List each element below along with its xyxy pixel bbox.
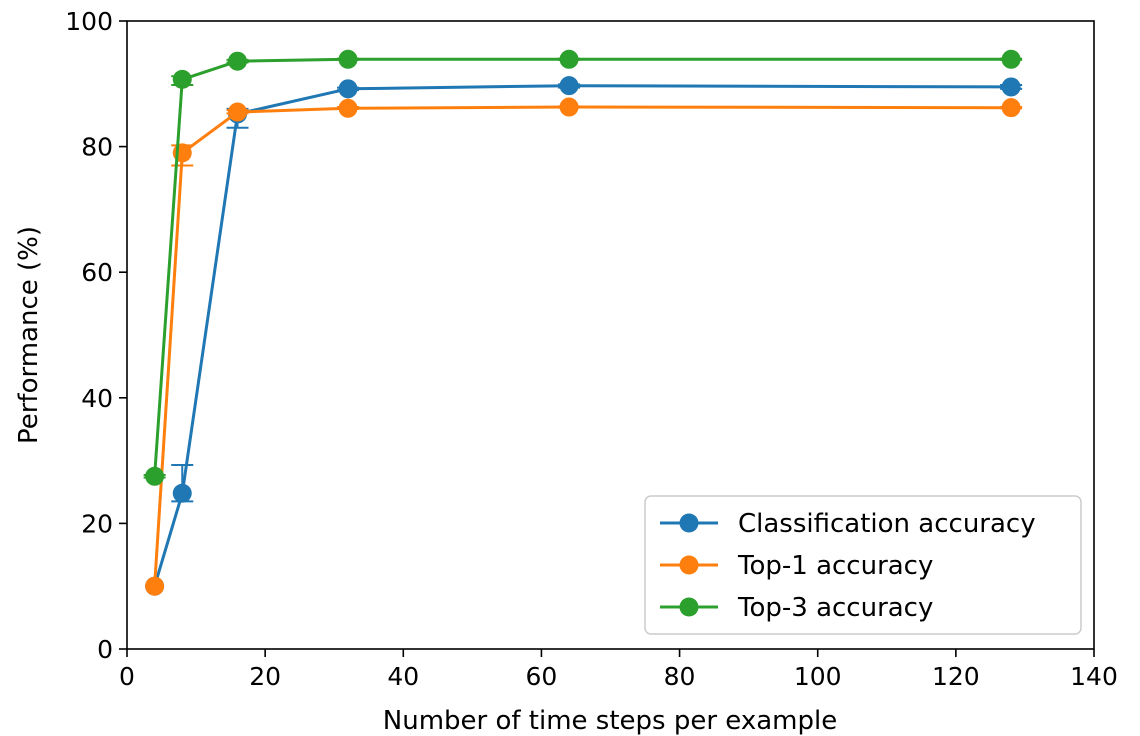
legend-swatch-marker xyxy=(679,597,699,617)
legend-swatch-marker xyxy=(679,513,699,533)
x-tick-label: 80 xyxy=(664,662,696,691)
data-point xyxy=(338,49,358,69)
y-axis-title: Performance (%) xyxy=(14,226,44,444)
x-tick-label: 100 xyxy=(794,662,842,691)
series-line xyxy=(153,84,1012,587)
legend: Classification accuracy Top-1 accuracy Top… xyxy=(644,495,1082,635)
legend-label: Classification accuracy xyxy=(738,509,1036,539)
data-point xyxy=(172,69,192,89)
x-tick-label: 60 xyxy=(526,662,558,691)
data-point xyxy=(559,76,579,96)
y-tick-label: 60 xyxy=(81,258,113,287)
data-point xyxy=(228,102,248,122)
data-point xyxy=(228,51,248,71)
series-line xyxy=(153,105,1012,587)
y-tick-label: 0 xyxy=(97,635,113,664)
series-3 xyxy=(143,49,1023,486)
x-axis-title: Number of time steps per example xyxy=(383,706,837,736)
data-point xyxy=(172,483,192,503)
x-tick-label: 140 xyxy=(1070,662,1118,691)
x-tick-label: 0 xyxy=(119,662,135,691)
y-tick-label: 100 xyxy=(65,7,113,36)
data-point xyxy=(145,466,165,486)
y-tick-label: 20 xyxy=(81,509,113,538)
y-tick-label: 80 xyxy=(81,133,113,162)
data-point xyxy=(559,49,579,69)
legend-label: Top-3 accuracy xyxy=(737,593,933,623)
y-axis: 0 20 40 60 80 100 xyxy=(65,7,127,664)
legend-box xyxy=(644,495,1082,635)
series-layer xyxy=(143,49,1023,596)
x-axis: 0 20 40 60 80 100 120 140 xyxy=(119,649,1118,691)
series-line xyxy=(153,57,1012,477)
x-tick-label: 20 xyxy=(249,662,281,691)
data-point xyxy=(145,576,165,596)
data-point xyxy=(1001,49,1021,69)
data-point xyxy=(338,98,358,118)
legend-label: Top-1 accuracy xyxy=(737,551,933,581)
data-point xyxy=(1001,98,1021,118)
legend-swatch-marker xyxy=(679,555,699,575)
plot-frame xyxy=(126,20,1095,650)
y-tick-label: 40 xyxy=(81,384,113,413)
data-point xyxy=(338,79,358,99)
x-tick-label: 120 xyxy=(932,662,980,691)
data-point xyxy=(559,97,579,117)
legend-items: Classification accuracy Top-1 accuracy Top… xyxy=(660,509,1036,623)
x-tick-label: 40 xyxy=(387,662,419,691)
data-point xyxy=(1001,77,1021,97)
